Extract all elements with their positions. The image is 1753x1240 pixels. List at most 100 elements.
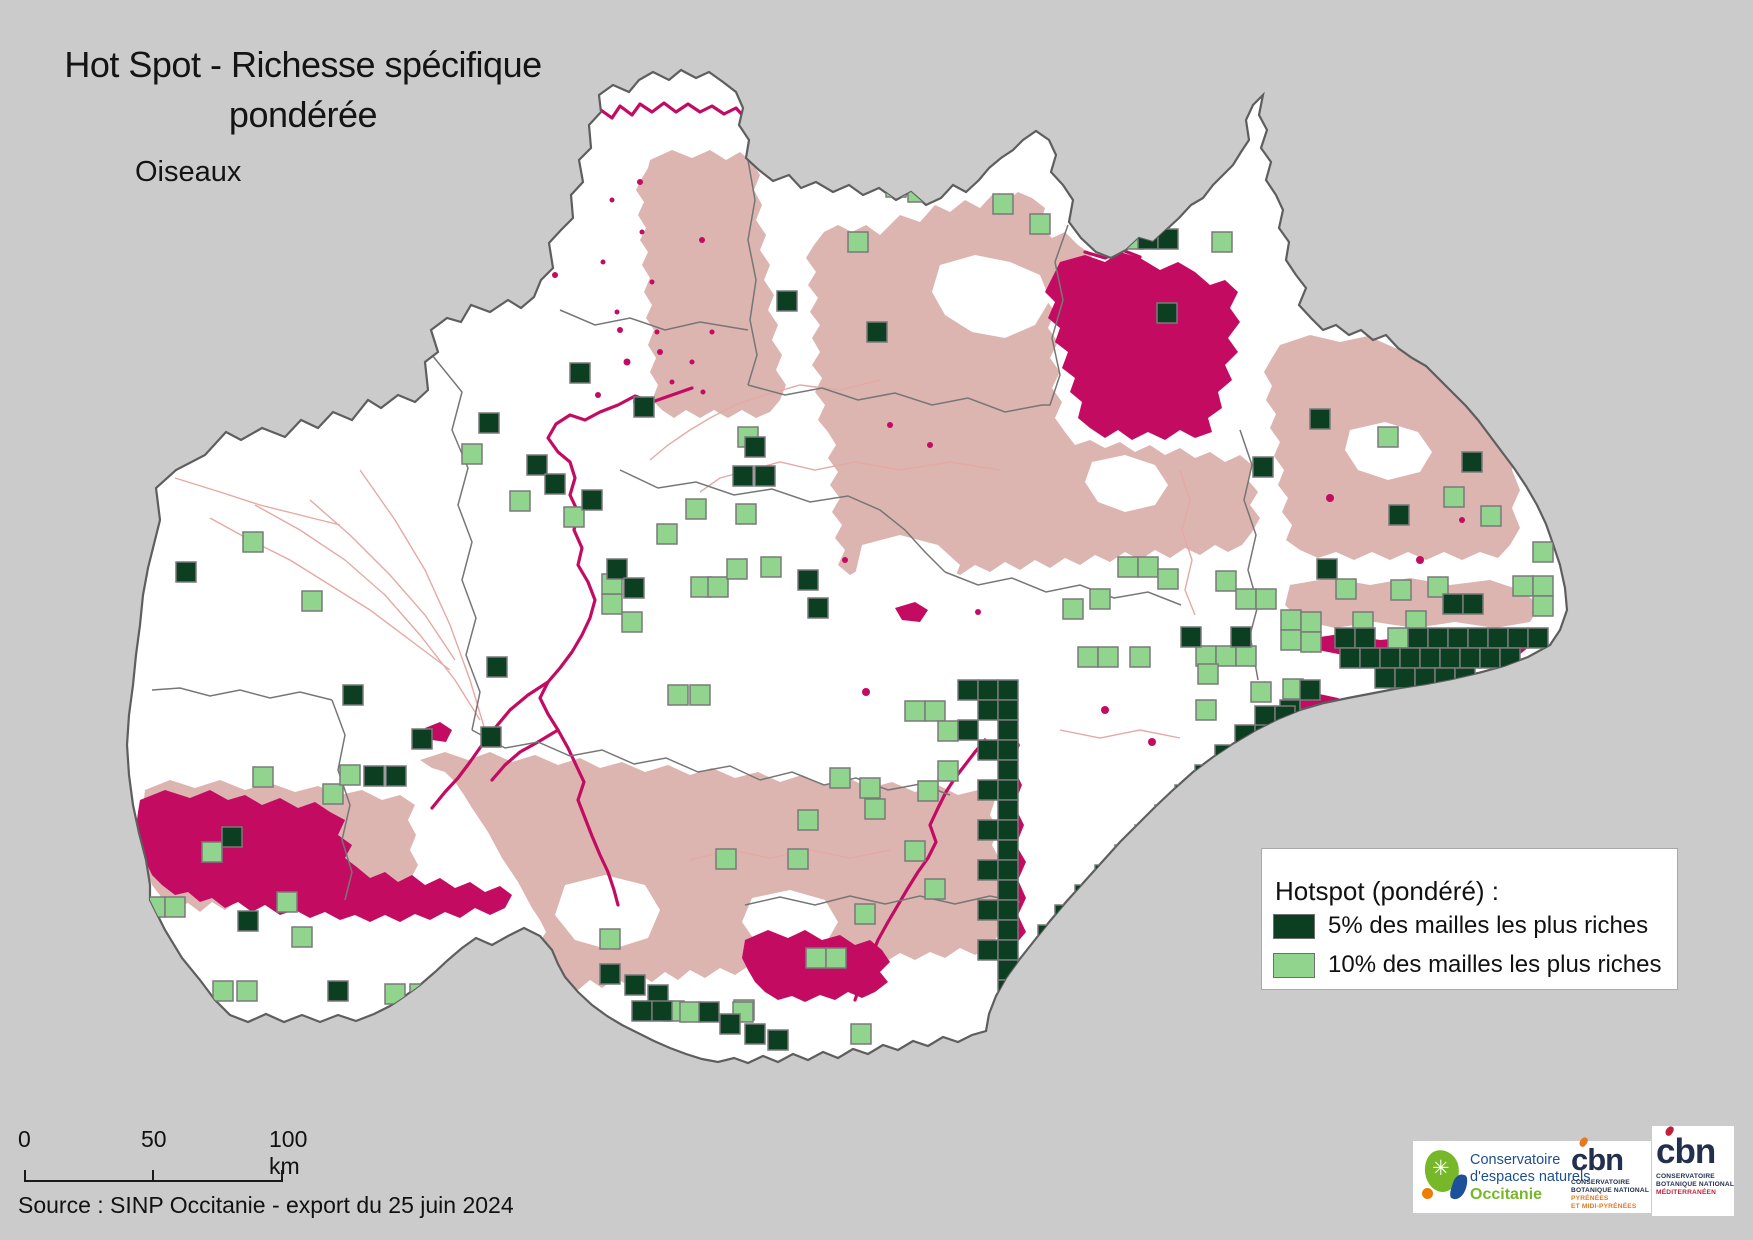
- hotspot-cell: [1180, 626, 1202, 648]
- legend-item-5pct: 5% des mailles les plus riches: [1273, 912, 1648, 939]
- hotspot-cell: [1252, 456, 1274, 478]
- hotspot-cell: [327, 980, 349, 1002]
- hotspot-cell: [866, 321, 888, 343]
- legend-swatch-10pct: [1273, 952, 1315, 978]
- hotspot-cell: [212, 980, 234, 1002]
- hotspot-cell: [735, 503, 757, 525]
- hotspot-cell: [997, 819, 1019, 841]
- hotspot-cell: [1374, 667, 1396, 689]
- cbn-pyrenees-org-1: CONSERVATOIRE: [1571, 1179, 1630, 1186]
- hotspot-cell: [252, 766, 274, 788]
- hotspot-cell: [719, 1013, 741, 1035]
- cbn-pyrenees-sub-2: ET MIDI-PYRÉNÉES: [1571, 1203, 1637, 1210]
- hotspot-cell: [342, 684, 364, 706]
- hotspot-cell: [977, 939, 999, 961]
- hotspot-cell: [1157, 228, 1179, 250]
- hotspot-cell: [1134, 824, 1156, 846]
- hotspot-cell: [1443, 486, 1465, 508]
- hotspot-cell: [667, 684, 689, 706]
- hotspot-cell: [1197, 663, 1219, 685]
- hotspot-cell: [1029, 213, 1051, 235]
- hotspot-cell: [1434, 667, 1456, 689]
- hotspot-cell: [977, 859, 999, 881]
- cen-snowflake-icon: ✳: [1432, 1157, 1450, 1180]
- legend-item-10pct: 10% des mailles les plus riches: [1273, 951, 1661, 978]
- hotspot-cell: [1377, 426, 1399, 448]
- scale-label-50: 50: [141, 1126, 167, 1152]
- hotspot-cell: [744, 436, 766, 458]
- hotspot-cell: [291, 926, 313, 948]
- hotspot-cell: [1274, 705, 1296, 727]
- hotspot-cell: [807, 597, 829, 619]
- hotspot-cell: [825, 947, 847, 969]
- hotspot-cell: [1016, 1001, 1038, 1023]
- hotspot-cell: [1419, 647, 1441, 669]
- hotspot-cell: [1354, 627, 1376, 649]
- hotspot-cell: [621, 611, 643, 633]
- hotspot-cell: [997, 879, 1019, 901]
- hotspot-cell: [1479, 647, 1501, 669]
- hotspot-cell: [957, 719, 979, 741]
- hotspot-cell: [1299, 679, 1321, 701]
- hotspot-cell: [1057, 924, 1079, 946]
- hotspot-cell: [1214, 744, 1236, 766]
- hotspot-cell: [1029, 1038, 1051, 1060]
- hotspot-cell: [1388, 504, 1410, 526]
- hotspot-cell: [1156, 302, 1178, 324]
- hotspot-cell: [1134, 844, 1156, 866]
- cen-orange-dot-icon: [1422, 1188, 1433, 1199]
- hotspot-cell: [1234, 724, 1256, 746]
- scale-bar-line: [24, 1168, 283, 1182]
- hotspot-cell: [1507, 627, 1529, 649]
- hotspot-cell: [221, 826, 243, 848]
- hotspot-cell: [937, 760, 959, 782]
- hotspot-cell: [1499, 647, 1521, 669]
- hotspot-cell: [1399, 647, 1421, 669]
- hotspot-cell: [1280, 629, 1302, 651]
- legend-title: Hotspot (pondéré) :: [1275, 876, 1500, 906]
- hotspot-cell: [1195, 645, 1217, 667]
- hotspot-cell: [997, 739, 1019, 761]
- hotspot-cell: [1009, 1038, 1031, 1060]
- cen-name-line-1: Conservatoire: [1470, 1152, 1561, 1168]
- hotspot-cell: [1512, 575, 1534, 597]
- hotspot-cell: [776, 290, 798, 312]
- hotspot-cell: [1235, 588, 1257, 610]
- cbn-pyrenees-sub-1: PYRÉNÉES: [1571, 1195, 1609, 1202]
- hotspot-cell: [1195, 699, 1217, 721]
- hotspot-cell: [301, 590, 323, 612]
- hotspot-cell: [1300, 611, 1322, 633]
- hotspot-cell: [633, 396, 655, 418]
- cbn-med-acronym: cbn: [1656, 1124, 1734, 1169]
- hotspot-cell: [1427, 627, 1449, 649]
- hotspot-cell: [1117, 556, 1139, 578]
- cbn-med-org-1: CONSERVATOIRE: [1656, 1173, 1715, 1180]
- hotspot-cell: [992, 193, 1014, 215]
- subtitle-taxon: Oiseaux: [135, 156, 242, 188]
- hotspot-cell: [1154, 824, 1176, 846]
- hotspot-cell: [1467, 627, 1489, 649]
- hotspot-cell: [997, 839, 1019, 861]
- hotspot-cell: [384, 983, 406, 1005]
- hotspot-cell: [726, 558, 748, 580]
- hotspot-cell: [924, 878, 946, 900]
- hotspot-cell: [1390, 579, 1412, 601]
- hotspot-cell: [1026, 1016, 1048, 1038]
- hotspot-cell: [977, 679, 999, 701]
- hotspot-cell: [1194, 764, 1216, 786]
- hotspot-cell: [924, 700, 946, 722]
- hotspot-cell: [1215, 570, 1237, 592]
- hotspot-cell: [201, 841, 223, 863]
- hotspot-cell: [767, 1029, 789, 1051]
- hotspot-cell: [997, 979, 1019, 1001]
- hotspot-cell: [1211, 231, 1233, 253]
- hotspot-cell: [1339, 647, 1361, 669]
- hotspot-cell: [996, 1001, 1018, 1023]
- hotspot-cell: [977, 819, 999, 841]
- hotspot-cell: [1114, 864, 1136, 886]
- hotspot-cell: [907, 181, 929, 203]
- hotspot-cell: [1094, 884, 1116, 906]
- hotspot-cell: [1447, 627, 1469, 649]
- hotspot-cell: [997, 759, 1019, 781]
